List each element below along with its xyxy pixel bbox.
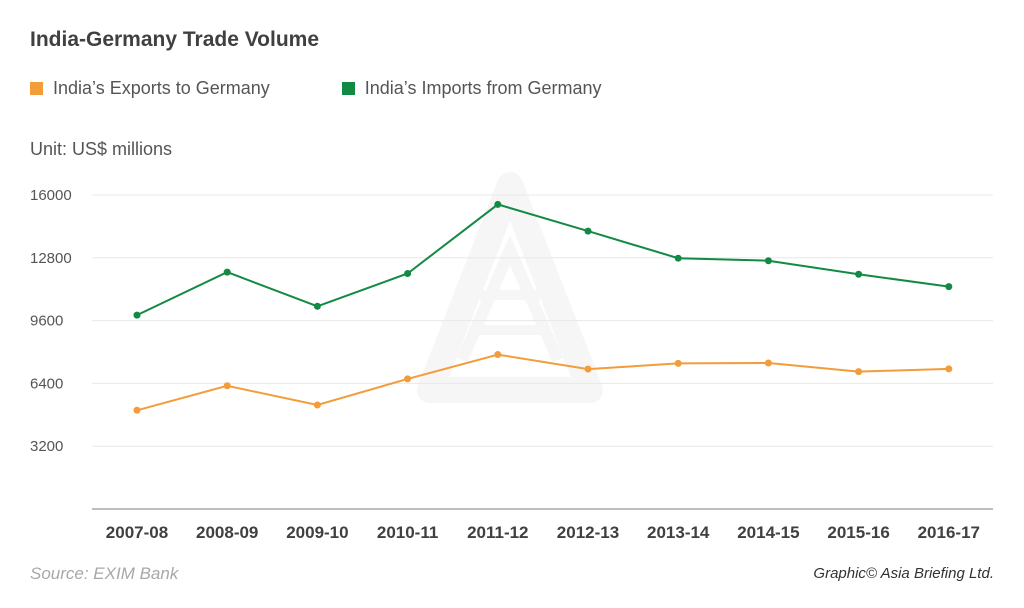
data-point-exports-2007-08 [133, 406, 141, 414]
data-point-exports-2014-15 [764, 359, 772, 367]
y-tick-label-6400: 6400 [30, 375, 63, 392]
data-point-exports-2012-13 [584, 365, 592, 373]
x-tick-label-2008-09: 2008-09 [196, 523, 258, 542]
y-tick-label-12800: 12800 [30, 250, 72, 267]
legend: India’s Exports to Germany India’s Impor… [30, 78, 602, 99]
data-point-imports-2010-11 [404, 270, 412, 277]
x-tick-label-2015-16: 2015-16 [827, 523, 889, 542]
chart-title: India-Germany Trade Volume [30, 28, 320, 51]
data-point-imports-2013-14 [674, 254, 682, 262]
x-tick-label-2009-10: 2009-10 [286, 523, 348, 542]
x-tick-label-2014-15: 2014-15 [737, 523, 799, 542]
data-point-exports-2015-16 [855, 368, 863, 376]
data-point-imports-2011-12 [494, 200, 502, 208]
legend-item-exports: India’s Exports to Germany [30, 78, 270, 99]
x-tick-label-2007-08: 2007-08 [106, 523, 168, 542]
data-point-imports-2015-16 [855, 270, 863, 278]
data-point-imports-2008-09 [223, 268, 231, 276]
x-tick-label-2011-12: 2011-12 [467, 523, 528, 542]
x-tick-label-2016-17: 2016-17 [918, 523, 980, 542]
legend-label-imports: India’s Imports from Germany [364, 78, 602, 98]
y-tick-label-3200: 3200 [30, 438, 63, 455]
data-point-exports-2016-17 [945, 365, 953, 373]
unit-label: Unit: US$ millions [30, 139, 173, 159]
data-point-imports-2014-15 [764, 257, 772, 265]
legend-item-imports: India’s Imports from Germany [341, 78, 602, 99]
data-point-imports-2016-17 [945, 283, 953, 291]
x-tick-label-2012-13: 2012-13 [557, 523, 619, 542]
source-note: Source: EXIM Bank [30, 564, 179, 583]
y-tick-label-9600: 9600 [30, 313, 63, 330]
series-line-imports [136, 203, 949, 317]
data-point-exports-2013-14 [674, 359, 682, 367]
y-tick-label-16000: 16000 [30, 187, 72, 204]
data-point-exports-2010-11 [404, 375, 412, 383]
x-tick-label-2010-11: 2010-11 [377, 523, 438, 542]
series-line-exports [136, 353, 949, 412]
legend-swatch-exports [30, 82, 43, 95]
data-point-exports-2009-10 [313, 401, 321, 409]
data-point-imports-2012-13 [584, 227, 592, 235]
x-tick-label-2013-14: 2013-14 [647, 523, 710, 542]
data-point-imports-2007-08 [133, 311, 141, 319]
legend-swatch-imports [341, 82, 355, 95]
data-point-imports-2009-10 [313, 302, 321, 310]
data-point-exports-2008-09 [223, 382, 231, 390]
graphic-credit: Graphic© Asia Briefing Ltd. [813, 565, 994, 582]
watermark-logo [417, 172, 603, 403]
legend-label-exports: India’s Exports to Germany [53, 78, 270, 98]
data-point-exports-2011-12 [494, 351, 502, 359]
